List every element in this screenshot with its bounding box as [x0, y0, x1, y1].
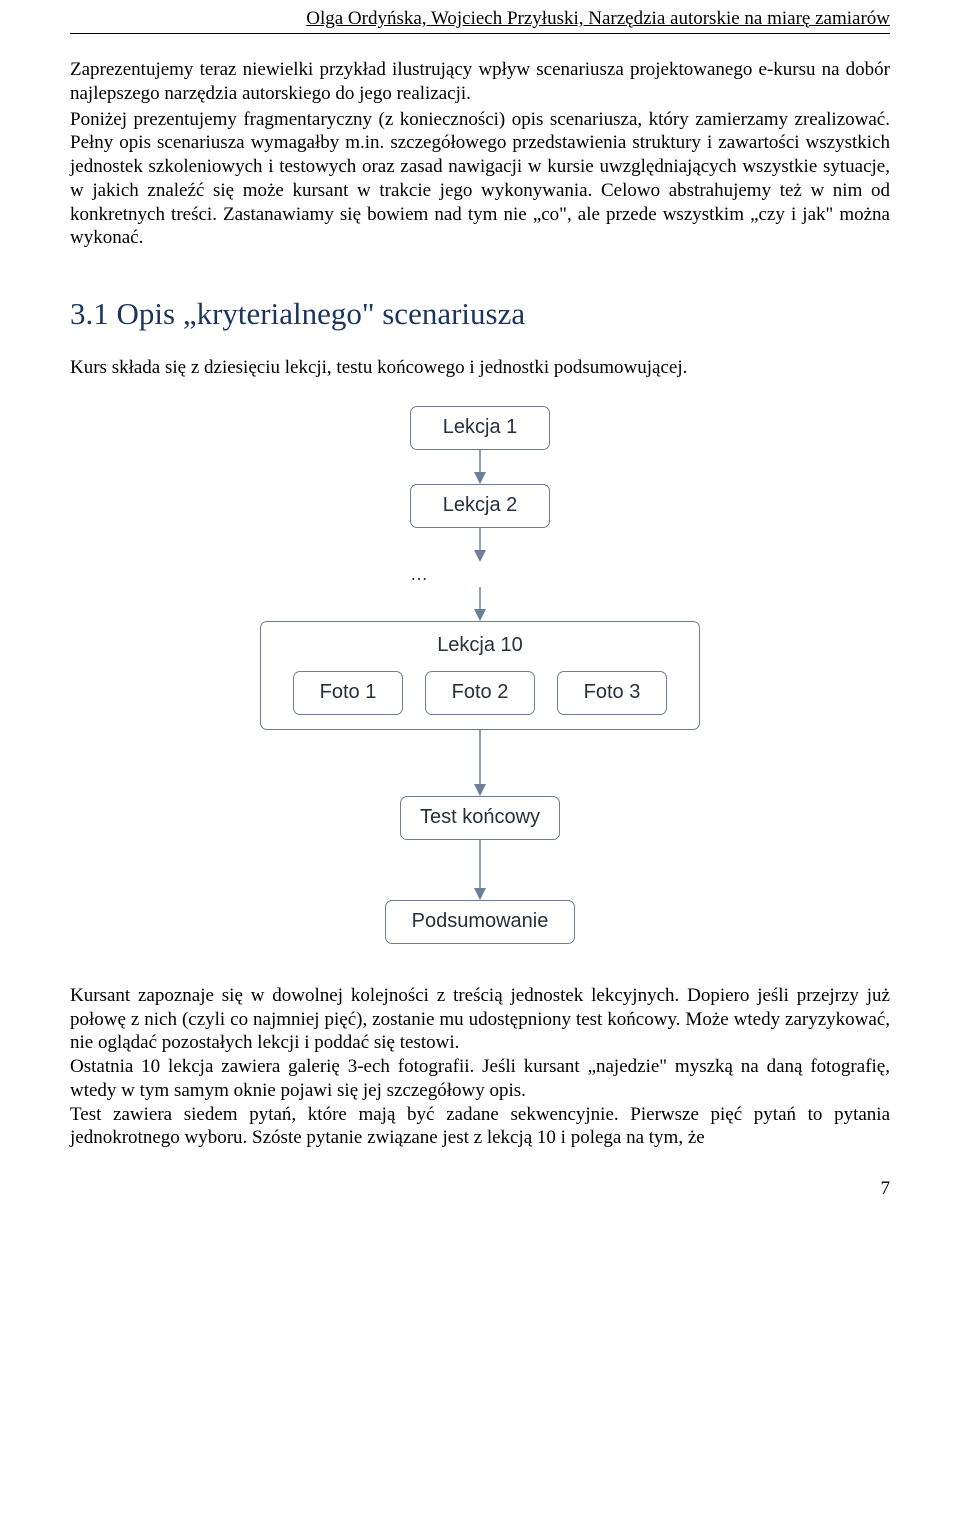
flowchart-node-lekcja2: Lekcja 2 [410, 484, 550, 528]
running-header: Olga Ordyńska, Wojciech Przyłuski, Narzę… [70, 8, 890, 31]
course-flowchart: Lekcja 1 Lekcja 2 … Lekcja 10 Foto 1 Fot… [70, 406, 890, 944]
document-page: Olga Ordyńska, Wojciech Przyłuski, Narzę… [0, 8, 960, 1240]
paragraph-intro-2: Poniżej prezentujemy fragmentaryczny (z … [70, 108, 890, 251]
flowchart-arrow [471, 840, 489, 900]
section-number: 3.1 [70, 296, 109, 331]
flowchart-node-foto3: Foto 3 [557, 671, 667, 715]
page-number: 7 [70, 1178, 890, 1200]
flowchart-node-lekcja10-label: Lekcja 10 [437, 634, 523, 657]
flowchart-foto-row: Foto 1 Foto 2 Foto 3 [293, 671, 667, 715]
section-title: Opis „kryterialnego" scenariusza [117, 296, 526, 331]
paragraph-kursant: Kursant zapoznaje się w dowolnej kolejno… [70, 984, 890, 1055]
paragraph-intro-1: Zaprezentujemy teraz niewielki przykład … [70, 58, 890, 106]
flowchart-arrow [471, 587, 489, 621]
paragraph-lekcja10: Ostatnia 10 lekcja zawiera galerię 3-ech… [70, 1055, 890, 1103]
flowchart-node-lekcja10-container: Lekcja 10 Foto 1 Foto 2 Foto 3 [260, 621, 700, 730]
flowchart-arrow [471, 730, 489, 796]
header-rule [70, 33, 890, 34]
section-heading: 3.1 Opis „kryterialnego" scenariusza [70, 296, 890, 332]
flowchart-node-foto1: Foto 1 [293, 671, 403, 715]
flowchart-node-summary: Podsumowanie [385, 900, 575, 944]
flowchart-node-lekcja1: Lekcja 1 [410, 406, 550, 450]
flowchart-ellipsis: … [260, 564, 700, 585]
flowchart-arrow [471, 528, 489, 562]
paragraph-course-structure: Kurs składa się z dziesięciu lekcji, tes… [70, 356, 890, 380]
flowchart-node-foto2: Foto 2 [425, 671, 535, 715]
flowchart-node-test: Test końcowy [400, 796, 560, 840]
flowchart-arrow [471, 450, 489, 484]
paragraph-test: Test zawiera siedem pytań, które mają by… [70, 1103, 890, 1151]
